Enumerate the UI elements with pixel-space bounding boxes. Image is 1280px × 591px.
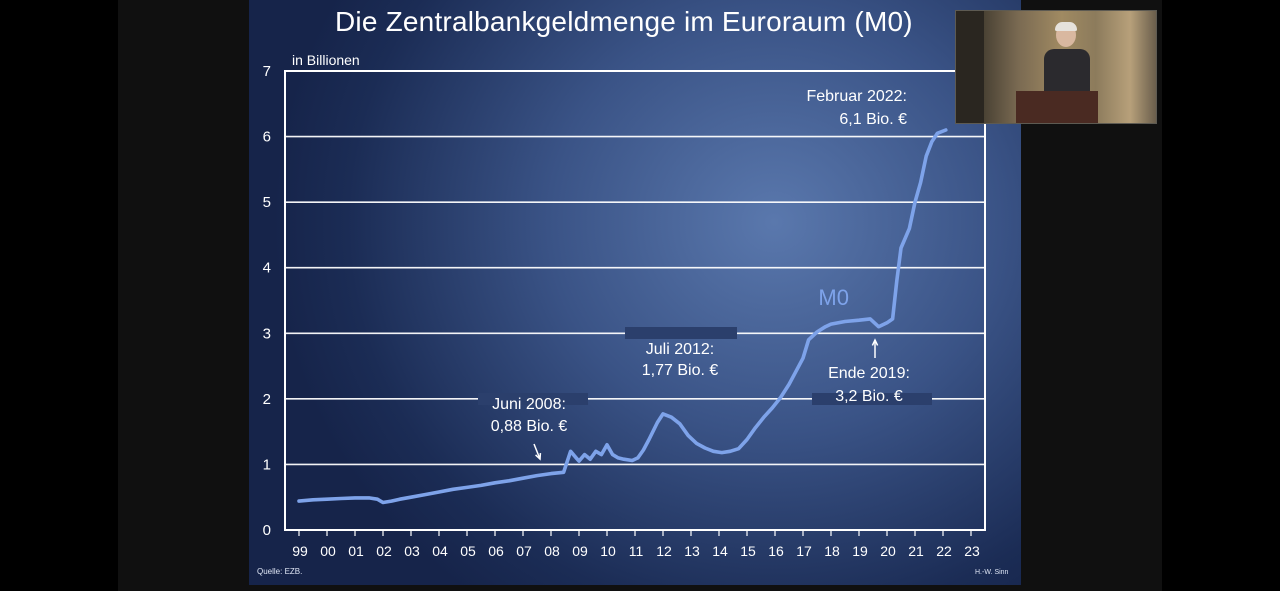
x-tick-label: 13 xyxy=(684,543,700,559)
grid-cut xyxy=(478,393,588,405)
annotation-juli2012-line2: 1,77 Bio. € xyxy=(642,362,719,379)
annotation-arrow-head xyxy=(871,338,879,346)
x-tick-label: 09 xyxy=(572,543,588,559)
curtain xyxy=(956,11,984,123)
x-tick-label: 10 xyxy=(600,543,616,559)
x-tick-label: 20 xyxy=(880,543,896,559)
y-tick-label: 3 xyxy=(263,325,271,342)
x-tick-label: 07 xyxy=(516,543,532,559)
annotation-arrow xyxy=(533,443,541,460)
x-tick-label: 11 xyxy=(629,543,644,559)
x-tick-label: 23 xyxy=(964,543,980,559)
lectern xyxy=(1016,91,1098,123)
x-tick-label: 99 xyxy=(292,543,308,559)
annotation-juni2008-line1: Juni 2008: xyxy=(492,396,566,413)
series-group: M0 xyxy=(297,128,948,505)
x-tick-label: 16 xyxy=(768,543,784,559)
annotation-feb2022-line2: 6,1 Bio. € xyxy=(839,111,907,128)
speaker-hair xyxy=(1055,22,1077,31)
x-tick-label: 14 xyxy=(712,543,728,559)
y-axis: 0 1 2 3 4 5 6 7 xyxy=(263,63,271,539)
speaker-video-thumbnail[interactable] xyxy=(955,10,1157,124)
source-note: Quelle: EZB. xyxy=(257,567,303,576)
author-note: H.-W. Sinn xyxy=(975,569,1009,576)
x-tick-label: 06 xyxy=(488,543,504,559)
x-tick-label: 12 xyxy=(656,543,672,559)
x-tick-label: 04 xyxy=(432,543,448,559)
x-tick-label: 08 xyxy=(544,543,560,559)
y-unit-label: in Billionen xyxy=(292,52,360,68)
y-tick-label: 0 xyxy=(263,522,271,539)
annotation-arrow-head xyxy=(535,452,542,461)
x-axis: 99 00 01 02 03 04 05 06 07 08 09 10 11 12 13 14 15 16 17 18… xyxy=(292,530,980,559)
x-tick-label: 17 xyxy=(796,543,812,559)
x-tick-label: 18 xyxy=(824,543,840,559)
annotation-juli2012-line1: Juli 2012: xyxy=(646,341,715,358)
x-tick-label: 05 xyxy=(460,543,476,559)
grid-cut xyxy=(812,393,932,405)
x-tick-label: 03 xyxy=(404,543,420,559)
x-tick-label: 02 xyxy=(376,543,392,559)
x-tick-label: 00 xyxy=(320,543,336,559)
y-tick-label: 1 xyxy=(263,456,271,473)
x-tick-label: 22 xyxy=(936,543,952,559)
y-tick-label: 5 xyxy=(263,194,271,211)
annotations: Juni 2008: 0,88 Bio. € Juli 2012: 1,77 Bio.… xyxy=(491,88,910,461)
slide-background xyxy=(249,0,1021,585)
x-tick-label: 21 xyxy=(908,543,924,559)
series-label: M0 xyxy=(818,285,849,310)
x-tick-label: 15 xyxy=(740,543,756,559)
annotation-backgrounds xyxy=(478,327,932,405)
y-tick-label: 7 xyxy=(263,63,271,80)
annotation-feb2022-line1: Februar 2022: xyxy=(806,88,907,105)
grid-cut xyxy=(625,327,737,339)
y-tick-label: 2 xyxy=(263,391,271,408)
annotation-ende2019-line1: Ende 2019: xyxy=(828,365,910,382)
x-tick-label: 19 xyxy=(852,543,868,559)
grid-lines xyxy=(285,135,985,466)
y-tick-label: 4 xyxy=(263,260,271,277)
annotation-juni2008-line2: 0,88 Bio. € xyxy=(491,418,568,435)
x-tick-label: 01 xyxy=(348,543,364,559)
y-tick-label: 6 xyxy=(263,129,271,146)
series-line-m0 xyxy=(297,128,948,505)
chart-title: Die Zentralbankgeldmenge im Euroraum (M0… xyxy=(335,6,913,37)
annotation-ende2019-line2: 3,2 Bio. € xyxy=(835,388,903,405)
